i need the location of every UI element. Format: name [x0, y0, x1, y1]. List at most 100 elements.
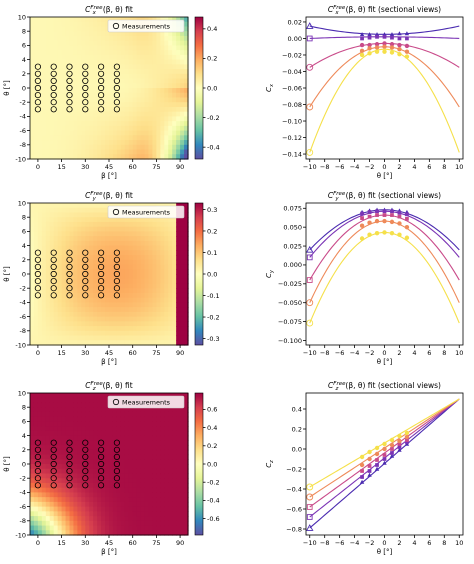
- heatmap-cell: [33, 40, 39, 46]
- heatmap-cell: [30, 340, 35, 346]
- heatmap-cell: [168, 121, 173, 127]
- heatmap-cell: [69, 416, 75, 422]
- heatmap-cell: [93, 78, 98, 84]
- heatmap-cell: [136, 92, 142, 99]
- heatmap-cell: [140, 407, 146, 413]
- heatmap-cell: [37, 92, 43, 99]
- heatmap-cell: [144, 311, 150, 318]
- heatmap-cell: [144, 97, 150, 103]
- heatmap-cell: [112, 59, 118, 65]
- heatmap-cell: [109, 311, 114, 318]
- heatmap-cell: [61, 468, 67, 475]
- heatmap-cell: [69, 88, 75, 94]
- heatmap-cell: [77, 340, 82, 346]
- heatmap-cell: [164, 203, 169, 209]
- heatmap-cell: [112, 335, 118, 341]
- heatmap-cell: [144, 78, 150, 84]
- heatmap-cell: [120, 121, 126, 127]
- heatmap-cell: [41, 26, 47, 32]
- x-axis-label: θ [°]: [377, 548, 393, 556]
- heatmap-cell: [176, 69, 181, 75]
- heatmap-cell: [30, 407, 35, 413]
- heatmap-cell: [144, 482, 150, 489]
- heatmap-cell: [85, 468, 90, 475]
- heatmap-cell: [85, 340, 90, 346]
- heatmap-cell: [132, 116, 138, 122]
- heatmap-cell: [172, 59, 177, 65]
- heatmap-cell: [53, 402, 59, 408]
- heatmap-cell: [136, 302, 142, 308]
- heatmap-cell: [156, 292, 161, 299]
- heatmap-cell: [73, 473, 78, 479]
- heatmap-cell: [85, 135, 90, 141]
- heatmap-cell: [180, 430, 185, 437]
- heatmap-cell: [132, 54, 138, 61]
- heatmap-cell: [77, 478, 82, 484]
- heatmap-cell: [116, 316, 122, 322]
- heatmap-cell: [152, 326, 157, 332]
- measurement-point: [98, 263, 105, 270]
- heatmap-cell: [61, 435, 67, 441]
- heatmap-cell: [156, 231, 161, 237]
- heatmap-cell: [124, 116, 130, 122]
- x-tick-label: 6: [427, 349, 431, 357]
- heatmap-cell: [61, 402, 67, 408]
- heatmap-cell: [140, 482, 146, 489]
- heatmap-cell: [176, 250, 181, 256]
- heatmap-cell: [69, 311, 75, 318]
- heatmap-cell: [105, 17, 110, 23]
- heatmap-cell: [30, 144, 35, 151]
- heatmap-cell: [112, 54, 118, 61]
- heatmap-cell: [168, 40, 173, 46]
- title-base: C: [85, 191, 91, 200]
- heatmap-cell: [184, 59, 189, 65]
- heatmap-cell: [152, 316, 157, 322]
- heatmap-cell: [105, 297, 110, 303]
- heatmap-cell: [116, 73, 122, 80]
- heatmap-cell: [61, 516, 67, 522]
- heatmap-cell: [160, 217, 165, 223]
- heatmap-cell: [77, 501, 82, 508]
- heatmap-cell: [57, 487, 63, 493]
- heatmap-cell: [176, 102, 181, 108]
- heatmap-cell: [81, 478, 86, 484]
- heatmap-cell: [97, 416, 102, 422]
- heatmap-cell: [172, 116, 177, 122]
- heatmap-cell: [49, 274, 55, 280]
- heatmap-cell: [124, 530, 130, 536]
- heatmap-cell: [57, 17, 63, 23]
- heatmap-cell: [160, 106, 165, 113]
- heatmap-cell: [109, 478, 114, 484]
- heatmap-cell: [128, 144, 134, 151]
- heatmap-cell: [97, 464, 102, 470]
- heatmap-cell: [120, 335, 126, 341]
- heatmap-cell: [45, 402, 51, 408]
- heatmap-cell: [112, 316, 118, 322]
- heatmap-cell: [73, 83, 78, 89]
- heatmap-cell: [49, 140, 55, 146]
- heatmap-cell: [152, 149, 157, 155]
- series-point: [367, 449, 372, 455]
- heatmap-cell: [184, 497, 189, 503]
- heatmap-cell: [97, 497, 102, 503]
- heatmap-cell: [30, 102, 35, 108]
- heatmap-cell: [105, 64, 110, 70]
- heatmap-cell: [184, 54, 189, 61]
- heatmap-cell: [73, 140, 78, 146]
- heatmap-cell: [69, 111, 75, 117]
- heatmap-cell: [97, 407, 102, 413]
- heatmap-cell: [33, 88, 39, 94]
- heatmap-cell: [77, 511, 82, 517]
- heatmap-cell: [93, 250, 98, 256]
- x-tick-label: 6: [427, 163, 431, 171]
- heatmap-cell: [41, 335, 47, 341]
- heatmap-cell: [160, 511, 165, 517]
- heatmap-cell: [148, 445, 154, 451]
- heatmap-cell: [41, 92, 47, 99]
- y-tick-label: 10: [18, 199, 26, 207]
- series-point: [382, 213, 387, 217]
- heatmap-cell: [120, 240, 126, 247]
- heatmap-cell: [180, 140, 185, 146]
- series-point: [390, 213, 394, 217]
- heatmap-cell: [164, 501, 169, 508]
